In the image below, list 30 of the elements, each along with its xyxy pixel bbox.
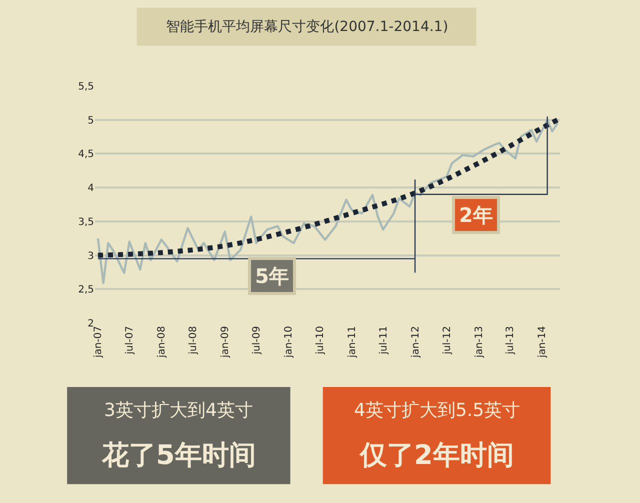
- text: 4英寸扩大到5.5英寸: [354, 400, 520, 421]
- y-tick-label: 2: [88, 318, 94, 330]
- x-tick-label: jan-14: [537, 326, 548, 359]
- y-tick-label: 3,5: [78, 216, 94, 228]
- x-tick-label: jan-08: [156, 326, 168, 359]
- y-tick-label: 4: [88, 183, 94, 194]
- text: 仅了2年时间: [359, 440, 514, 471]
- chart-title: 智能手机平均屏幕尺寸变化(2007.1-2014.1): [166, 19, 448, 36]
- y-tick-label: 2,5: [78, 284, 94, 296]
- x-tick-label: jan-09: [220, 326, 232, 359]
- annotation: 5年: [255, 264, 289, 288]
- y-tick-label: 5,5: [78, 82, 94, 92]
- annotation: 2年: [459, 203, 493, 227]
- x-tick-label: jul-10: [314, 326, 326, 356]
- y-tick-label: 4,5: [78, 149, 94, 160]
- x-tick-label: jan-13: [474, 326, 485, 359]
- x-tick-label: jul-12: [442, 326, 453, 356]
- x-tick-label: jan-12: [410, 326, 422, 359]
- y-tick-label: 3: [88, 250, 94, 262]
- x-tick-label: jan-10: [284, 326, 295, 359]
- x-tick-label: jan-07: [93, 326, 104, 359]
- y-tick-label: 5: [88, 115, 94, 126]
- x-tick-label: jul-11: [378, 326, 390, 356]
- x-tick-label: jul-08: [188, 326, 200, 356]
- x-tick-label: jul-09: [252, 326, 263, 356]
- x-tick-label: jul-13: [505, 326, 516, 356]
- text: 花了5年时间: [101, 440, 256, 471]
- x-tick-label: jul-07: [124, 326, 136, 356]
- x-tick-label: jan-11: [346, 326, 358, 359]
- text: 3英寸扩大到4英寸: [104, 400, 253, 421]
